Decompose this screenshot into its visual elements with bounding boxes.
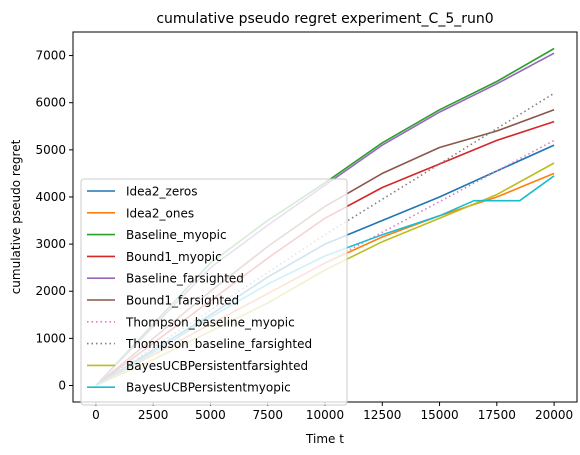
y-tick-label: 0 [58, 379, 66, 393]
legend-label: BayesUCBPersistentfarsighted [126, 359, 308, 373]
y-tick-label: 7000 [35, 49, 66, 63]
y-axis: 0 1000 2000 3000 4000 5000 6000 7000 [35, 49, 73, 393]
y-tick-label: 3000 [35, 237, 66, 251]
y-tick-label: 5000 [35, 143, 66, 157]
legend-label: Bound1_myopic [126, 250, 222, 264]
y-tick-label: 1000 [35, 331, 66, 345]
x-tick-label: 0 [92, 408, 100, 422]
y-tick-label: 2000 [35, 284, 66, 298]
x-tick-label: 5000 [195, 408, 226, 422]
legend: Idea2_zeros Idea2_ones Baseline_myopic Boun… [80, 178, 348, 406]
legend-label: Idea2_ones [126, 206, 194, 220]
x-tick-label: 12500 [363, 408, 401, 422]
legend-label: Baseline_myopic [126, 228, 227, 242]
legend-label: Bound1_farsighted [126, 294, 239, 308]
legend-label: Idea2_zeros [126, 185, 197, 199]
x-axis-label: Time t [305, 432, 344, 446]
legend-label: Baseline_farsighted [126, 272, 244, 286]
y-axis-label: cumulative pseudo regret [9, 139, 23, 294]
x-tick-label: 10000 [306, 408, 344, 422]
legend-label: BayesUCBPersistentmyopic [126, 381, 291, 395]
x-tick-label: 17500 [478, 408, 516, 422]
x-tick-label: 15000 [420, 408, 458, 422]
x-tick-label: 20000 [535, 408, 573, 422]
legend-box [80, 178, 348, 406]
chart-title: cumulative pseudo regret experiment_C_5_… [156, 11, 493, 27]
x-tick-label: 7500 [252, 408, 283, 422]
x-tick-label: 2500 [138, 408, 169, 422]
y-tick-label: 6000 [35, 96, 66, 110]
y-tick-label: 4000 [35, 190, 66, 204]
legend-label: Thompson_baseline_myopic [125, 315, 295, 329]
legend-label: Thompson_baseline_farsighted [125, 337, 312, 351]
